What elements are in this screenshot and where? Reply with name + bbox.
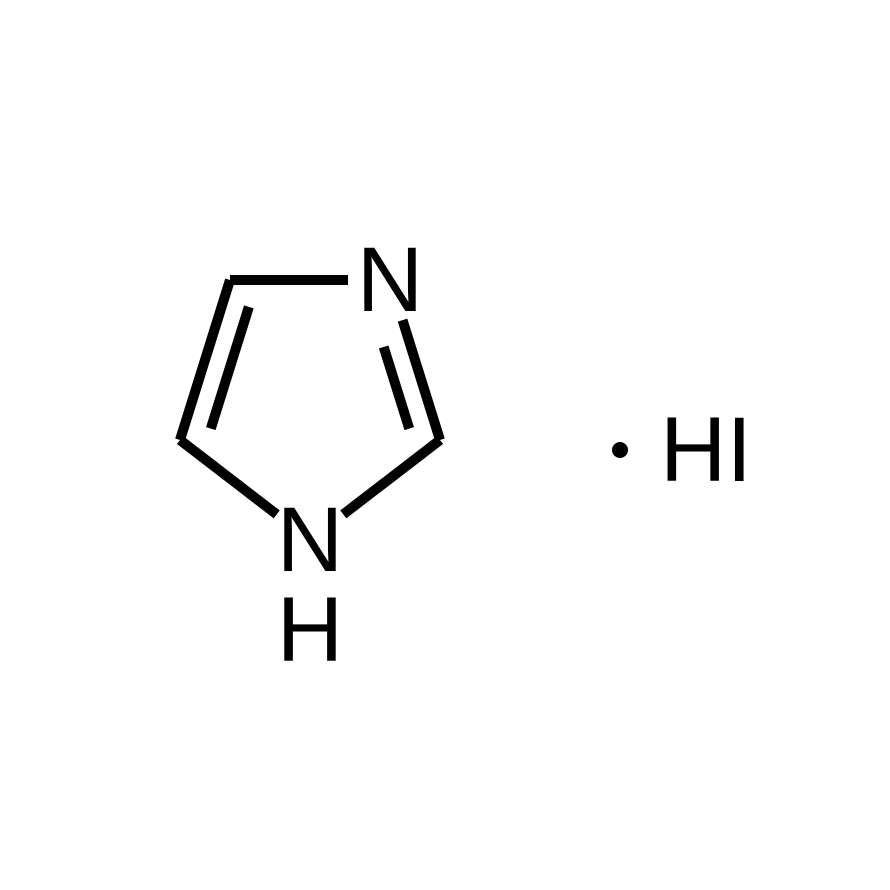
atom-label-n3: N (357, 229, 423, 331)
molecule-diagram: NHNHI (0, 0, 890, 890)
atom-label-n1: N (277, 489, 343, 591)
salt-label: HI (660, 399, 752, 501)
salt-dot (612, 442, 628, 458)
atom-label-n1-h: H (277, 579, 343, 681)
